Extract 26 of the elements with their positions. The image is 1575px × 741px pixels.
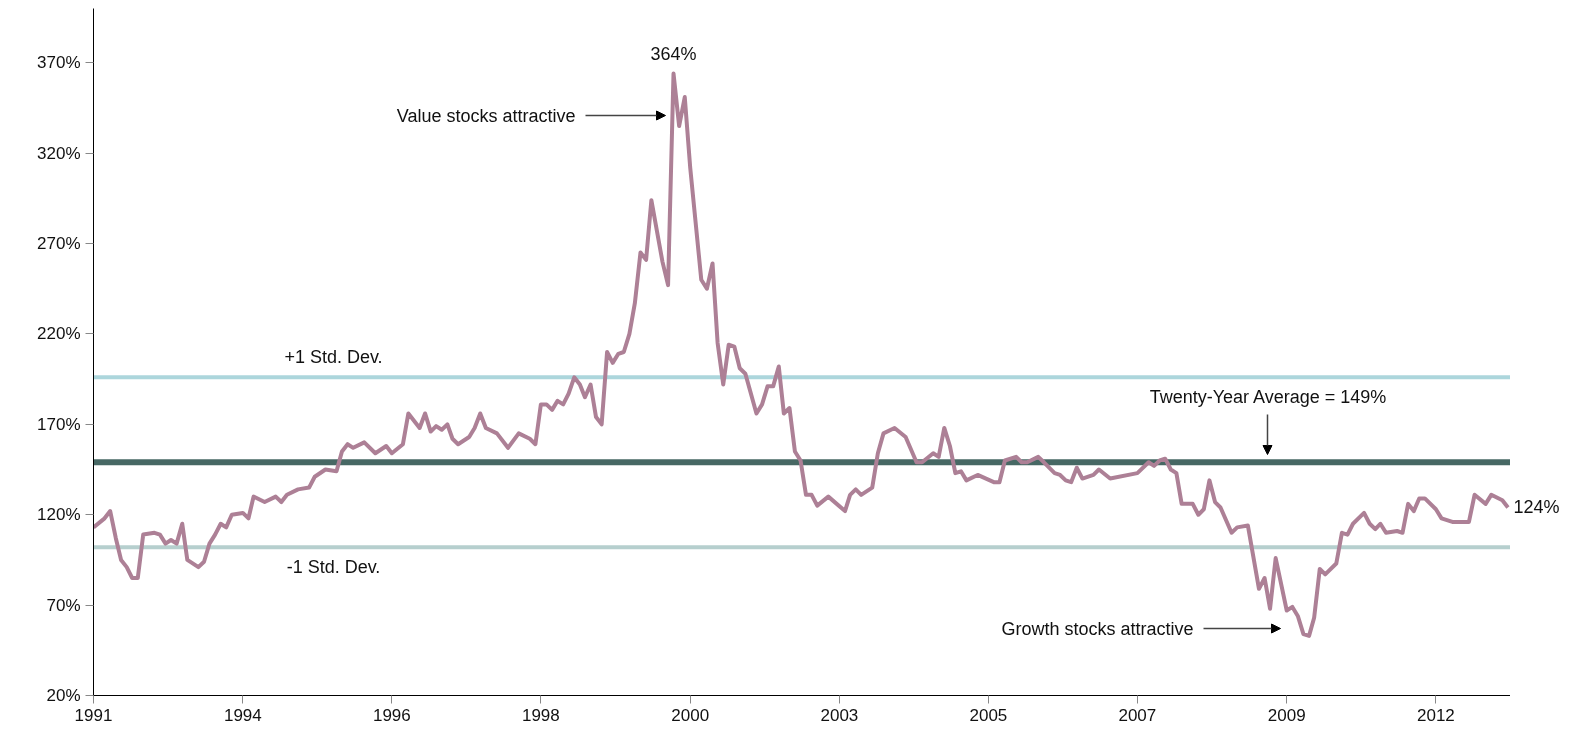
y-tick-label: 20% [46,686,81,705]
line-series [93,71,1510,638]
annotation: Twenty-Year Average = 149% [1149,386,1387,407]
annotation: Growth stocks attractive [1001,618,1194,639]
x-tick-label: 2005 [969,705,1008,725]
x-tick-label: 2009 [1267,705,1306,725]
x-tick-label: 1994 [223,705,262,725]
x-tick-label: 1991 [74,705,113,725]
annotation: Value stocks attractive [396,105,576,126]
data-label: 364% [650,43,697,64]
x-tick-label: 2012 [1417,705,1455,725]
x-tick-label: 1996 [372,705,411,725]
y-tick-label: 370% [37,53,81,73]
y-tick-label: 120% [37,505,81,525]
y-tick-label: 320% [37,143,81,163]
data-label: 124% [1513,497,1560,518]
y-tick-label: 220% [37,324,81,344]
y-tick-label: 270% [37,234,81,254]
y-tick-label: 70% [46,595,81,615]
x-tick-label: 2003 [820,705,859,725]
ref-line-label: -1 Std. Dev. [286,557,381,578]
x-tick-label: 1998 [521,705,560,725]
ref-line-label: +1 Std. Dev. [284,347,383,368]
y-tick-label: 170% [37,414,81,434]
x-tick-label: 2000 [671,705,710,725]
x-tick-label: 2007 [1118,705,1157,725]
